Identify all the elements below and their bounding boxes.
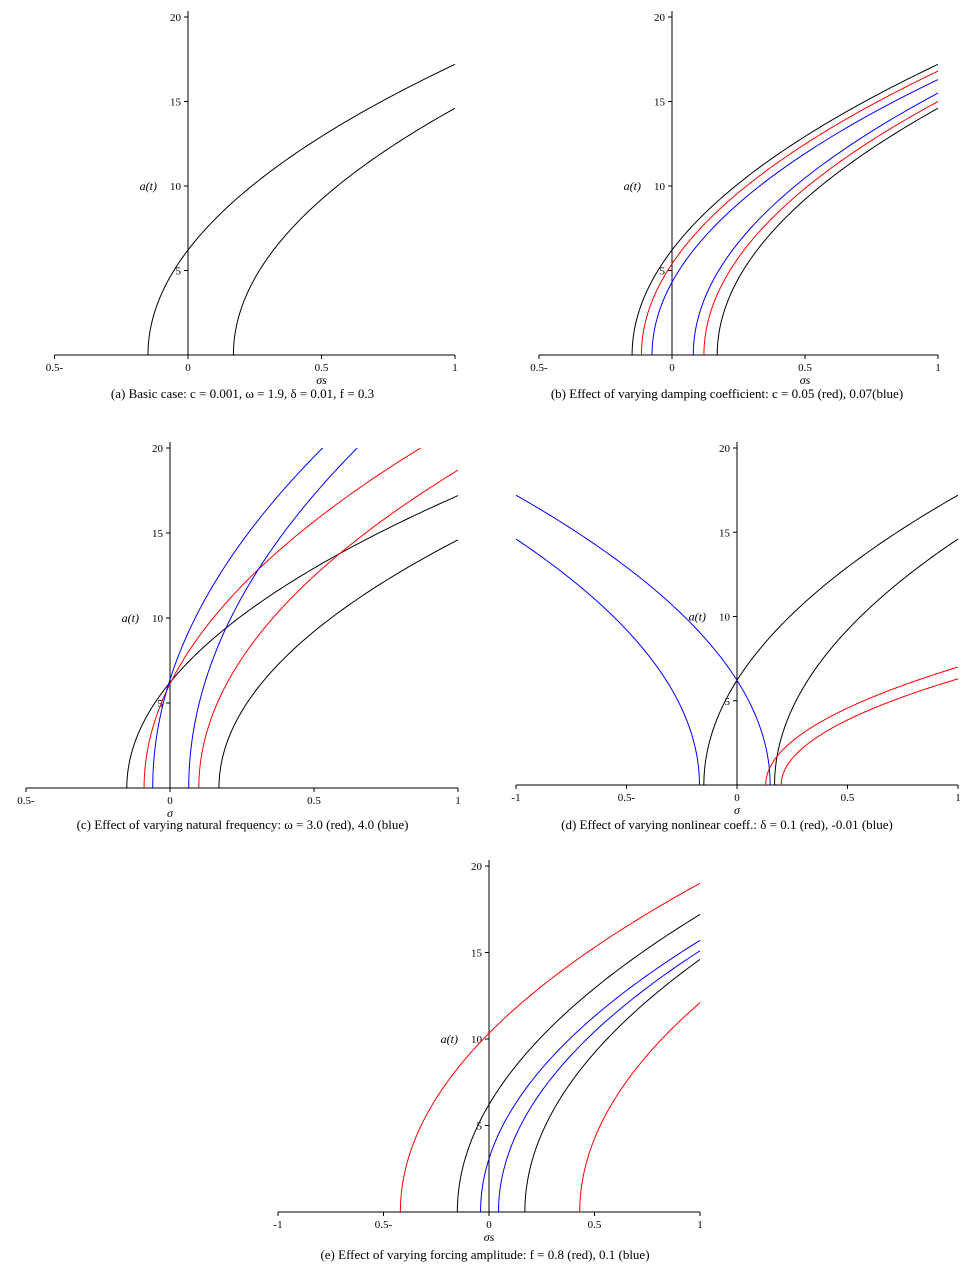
x-tick-label: 0.5-	[17, 795, 35, 807]
curve-black-left	[147, 63, 456, 356]
caption-d: (d) Effect of varying nonlinear coeff.: …	[561, 817, 893, 832]
x-tick-label: 1	[697, 1219, 703, 1231]
curve-red-left	[143, 447, 421, 789]
x-axis-label: σ	[734, 803, 741, 817]
y-tick-label: 10	[654, 181, 666, 193]
curve-black-left	[631, 63, 939, 356]
x-tick-label: 0	[167, 795, 173, 807]
curve-black-right	[524, 959, 701, 1213]
y-tick-label: 15	[152, 528, 164, 540]
curve-black-left	[126, 495, 459, 789]
panel-a: 0.5- 0 0.5 1 5 10 15 20 a(t) σs (a) Basic case: c…	[0, 0, 485, 402]
y-tick-label: 20	[654, 12, 666, 24]
x-axis-label: σs	[484, 1230, 495, 1244]
curve-black-right	[716, 107, 939, 356]
y-tick-label: 20	[152, 443, 164, 455]
curve-blue-left	[651, 79, 939, 356]
y-tick-label: 10	[170, 181, 182, 193]
y-tick-label: 20	[471, 861, 483, 873]
x-tick-label: 0.5	[588, 1219, 602, 1231]
y-tick-label: 10	[719, 612, 731, 624]
curve-black-left	[456, 914, 701, 1213]
y-axis-label: a(t)	[689, 610, 706, 624]
curve-black-right	[218, 539, 459, 789]
panel-b: 0.5- 0 0.5 1 5 10 15 20 a(t) σs (b) Effect of var…	[485, 0, 969, 402]
x-tick-label: 0	[734, 792, 740, 804]
y-tick-label: 5	[176, 266, 182, 278]
x-tick-label: 0	[486, 1219, 492, 1231]
y-tick-label: 20	[719, 443, 731, 455]
curve-blue-right	[498, 950, 701, 1213]
curve-red-right	[579, 1002, 701, 1213]
x-tick-label: -1	[511, 792, 520, 804]
x-tick-label: 1	[452, 362, 458, 374]
y-tick-label: 5	[477, 1121, 483, 1133]
caption-a: (a) Basic case: c = 0.001, ω = 1.9, δ = …	[110, 386, 375, 401]
x-axis-label: σs	[800, 373, 811, 386]
x-tick-label: 0.5	[315, 362, 329, 374]
curve-blue-left	[480, 939, 701, 1213]
y-axis-label: a(t)	[441, 1032, 458, 1046]
y-tick-label: 15	[719, 527, 731, 539]
x-tick-label: 1	[955, 792, 961, 804]
x-tick-label: 0.5-	[530, 362, 548, 374]
panel-d: -1 0.5- 0 0.5 1 5 10 15 20 a(t) σ (d) Effect of va…	[485, 425, 969, 833]
curve-black-left	[703, 494, 959, 786]
caption-c: (c) Effect of varying natural frequency:…	[76, 817, 409, 832]
caption-b: (b) Effect of varying damping coefficien…	[550, 386, 904, 401]
x-tick-label: 1	[935, 362, 941, 374]
x-tick-label: 0.5	[307, 795, 321, 807]
x-tick-label: 1	[455, 795, 461, 807]
curve-red-right	[198, 469, 459, 789]
caption-e: (e) Effect of varying forcing amplitude:…	[320, 1247, 650, 1262]
curve-black-right	[774, 538, 959, 786]
y-axis-label: a(t)	[122, 611, 139, 625]
x-tick-label: 0	[185, 362, 191, 374]
y-axis-label: a(t)	[624, 179, 641, 193]
panel-e: -1 0.5- 0 0.5 1 5 10 15 20 a(t) σs (e) Effect of v…	[235, 855, 735, 1263]
y-tick-label: 5	[660, 266, 666, 278]
x-tick-label: 0.5-	[375, 1219, 393, 1231]
curve-blue-right	[188, 447, 358, 789]
y-tick-label: 15	[654, 97, 666, 109]
y-tick-label: 5	[725, 696, 731, 708]
curve-blue-upper	[515, 494, 771, 786]
x-tick-label: 0	[669, 362, 675, 374]
curve-blue-right	[692, 92, 939, 356]
curve-red-left	[640, 70, 939, 356]
y-tick-label: 20	[170, 12, 182, 24]
curve-blue-left	[152, 447, 323, 789]
x-axis-label: σs	[316, 373, 327, 386]
y-tick-label: 10	[471, 1034, 483, 1046]
x-tick-label: 0.5-	[46, 362, 64, 374]
curve-red-upper	[765, 666, 959, 786]
curve-red-left	[399, 882, 701, 1213]
y-tick-label: 15	[170, 97, 182, 109]
x-tick-label: 0.5-	[618, 792, 636, 804]
curve-black-right	[232, 107, 456, 356]
x-axis-label: σ	[167, 806, 174, 817]
x-tick-label: -1	[273, 1219, 282, 1231]
y-axis-label: a(t)	[140, 179, 157, 193]
y-tick-label: 15	[471, 948, 483, 960]
curve-red-lower	[780, 678, 959, 786]
y-tick-label: 10	[152, 613, 164, 625]
x-tick-label: 0.5	[798, 362, 812, 374]
curve-blue-lower	[515, 538, 700, 786]
x-tick-label: 0.5	[841, 792, 855, 804]
panel-c: 0.5- 0 0.5 1 5 10 15 20 a(t) σ (c) Effect of vary…	[0, 425, 485, 833]
curve-red-right	[703, 101, 939, 356]
